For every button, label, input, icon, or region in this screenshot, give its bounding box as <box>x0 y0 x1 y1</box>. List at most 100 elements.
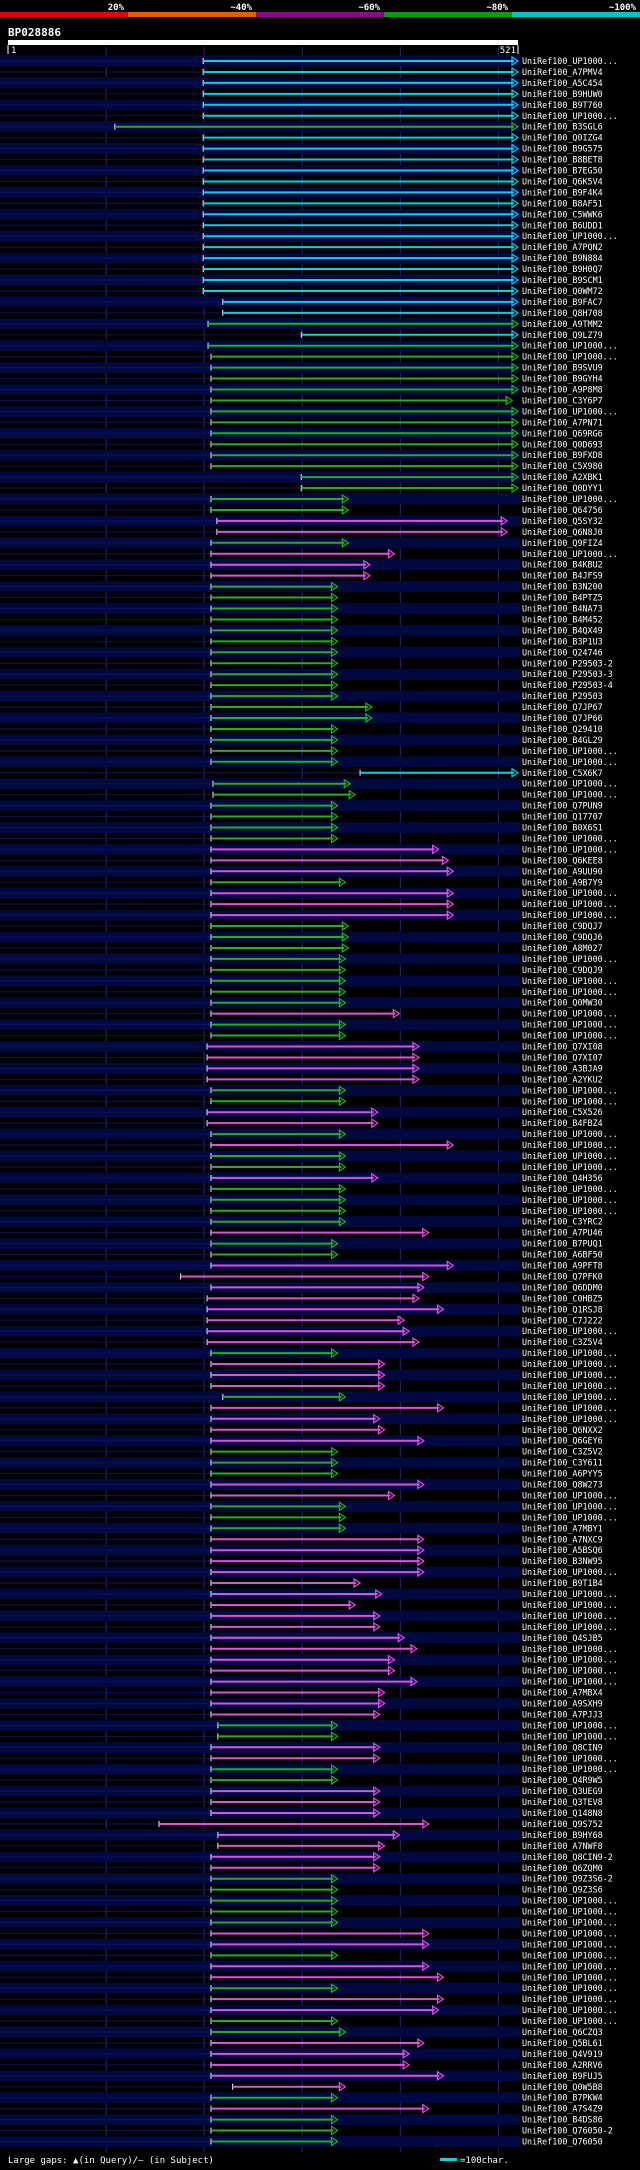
hit-label[interactable]: UniRef100_C9DQJ9 <box>522 965 603 975</box>
hit-label[interactable]: UniRef100_B7EG50 <box>522 166 603 176</box>
hit-label[interactable]: UniRef100_Q6ZQM0 <box>522 1863 603 1873</box>
hit-label[interactable]: UniRef100_C5WWK6 <box>522 209 603 219</box>
hit-label[interactable]: UniRef100_Q4V919 <box>522 2049 603 2059</box>
hit-label[interactable]: UniRef100_UP1000... <box>522 844 618 854</box>
hit-label[interactable]: UniRef100_UP1000... <box>522 406 618 416</box>
hit-label[interactable]: UniRef100_UP1000... <box>522 1972 618 1982</box>
hit-label[interactable]: UniRef100_UP1000... <box>522 1611 618 1621</box>
hit-label[interactable]: UniRef100_UP1000... <box>522 1512 618 1522</box>
hit-label[interactable]: UniRef100_UP1000... <box>522 987 618 997</box>
hit-label[interactable]: UniRef100_UP1000... <box>522 888 618 898</box>
hit-label[interactable]: UniRef100_Q6CZQ3 <box>522 2027 603 2037</box>
hit-label[interactable]: UniRef100_UP1000... <box>522 1370 618 1380</box>
hit-label[interactable]: UniRef100_UP1000... <box>522 1764 618 1774</box>
hit-label[interactable]: UniRef100_A8M027 <box>522 943 603 953</box>
hit-label[interactable]: UniRef100_Q6GEY6 <box>522 1436 603 1446</box>
hit-label[interactable]: UniRef100_B4JFS9 <box>522 571 603 581</box>
hit-label[interactable]: UniRef100_Q8W273 <box>522 1480 603 1490</box>
hit-label[interactable]: UniRef100_UP1000... <box>522 549 618 559</box>
hit-label[interactable]: UniRef100_Q9LZ79 <box>522 330 603 340</box>
hit-label[interactable]: UniRef100_Q6DDM0 <box>522 1282 603 1292</box>
hit-label[interactable]: UniRef100_B9HY68 <box>522 1830 603 1840</box>
hit-label[interactable]: UniRef100_UP1000... <box>522 833 618 843</box>
hit-label[interactable]: UniRef100_Q29410 <box>522 724 603 734</box>
hit-label[interactable]: UniRef100_Q4R9W5 <box>522 1775 603 1785</box>
hit-label[interactable]: UniRef100_UP1000... <box>522 1414 618 1424</box>
hit-label[interactable]: UniRef100_UP1000... <box>522 341 618 351</box>
hit-label[interactable]: UniRef100_B9F4K4 <box>522 187 603 197</box>
hit-label[interactable]: UniRef100_UP1000... <box>522 2005 618 2015</box>
hit-label[interactable]: UniRef100_Q76050 <box>522 2137 603 2147</box>
hit-label[interactable]: UniRef100_UP1000... <box>522 1589 618 1599</box>
hit-label[interactable]: UniRef100_C3Y611 <box>522 1458 603 1468</box>
hit-label[interactable]: UniRef100_B4M452 <box>522 614 603 624</box>
hit-label[interactable]: UniRef100_Q3TEV8 <box>522 1797 603 1807</box>
hit-label[interactable]: UniRef100_UP1000... <box>522 1359 618 1369</box>
hit-label[interactable]: UniRef100_Q24746 <box>522 647 603 657</box>
hit-label[interactable]: UniRef100_UP1000... <box>522 1381 618 1391</box>
hit-label[interactable]: UniRef100_A5BSQ6 <box>522 1545 603 1555</box>
hit-label[interactable]: UniRef100_Q6NXX2 <box>522 1425 603 1435</box>
hit-label[interactable]: UniRef100_UP1000... <box>522 1677 618 1687</box>
hit-label[interactable]: UniRef100_A9P8M8 <box>522 385 603 395</box>
hit-label[interactable]: UniRef100_UP1000... <box>522 1600 618 1610</box>
hit-label[interactable]: UniRef100_Q7PFK0 <box>522 1271 603 1281</box>
hit-label[interactable]: UniRef100_UP1000... <box>522 746 618 756</box>
hit-label[interactable]: UniRef100_Q0WM72 <box>522 286 603 296</box>
hit-label[interactable]: UniRef100_P29503 <box>522 691 603 701</box>
hit-label[interactable]: UniRef100_Q4H356 <box>522 1173 603 1183</box>
hit-label[interactable]: UniRef100_A7PJJ3 <box>522 1709 603 1719</box>
hit-label[interactable]: UniRef100_Q7PUN9 <box>522 801 603 811</box>
hit-label[interactable]: UniRef100_A3BJA9 <box>522 1063 603 1073</box>
hit-label[interactable]: UniRef100_UP1000... <box>522 1403 618 1413</box>
hit-label[interactable]: UniRef100_Q6N8J0 <box>522 527 603 537</box>
hit-label[interactable]: UniRef100_Q7XI08 <box>522 1042 603 1052</box>
hit-label[interactable]: UniRef100_B8BET8 <box>522 155 603 165</box>
hit-label[interactable]: UniRef100_C3YRC2 <box>522 1217 603 1227</box>
hit-label[interactable]: UniRef100_Q7XI07 <box>522 1052 603 1062</box>
hit-label[interactable]: UniRef100_Q0IZG4 <box>522 133 603 143</box>
hit-label[interactable]: UniRef100_A7S4Z9 <box>522 2104 603 2114</box>
hit-label[interactable]: UniRef100_A9SXH9 <box>522 1699 603 1709</box>
hit-label[interactable]: UniRef100_UP1000... <box>522 757 618 767</box>
hit-label[interactable]: UniRef100_B9T1B4 <box>522 1578 603 1588</box>
hit-label[interactable]: UniRef100_UP1000... <box>522 1939 618 1949</box>
hit-label[interactable]: UniRef100_UP1000... <box>522 1731 618 1741</box>
hit-label[interactable]: UniRef100_UP1000... <box>522 1896 618 1906</box>
hit-label[interactable]: UniRef100_UP1000... <box>522 1129 618 1139</box>
hit-label[interactable]: UniRef100_UP1000... <box>522 1983 618 1993</box>
hit-label[interactable]: UniRef100_A7NXC9 <box>522 1534 603 1544</box>
hit-label[interactable]: UniRef100_UP1000... <box>522 1994 618 2004</box>
hit-label[interactable]: UniRef100_UP1000... <box>522 2016 618 2026</box>
hit-label[interactable]: UniRef100_Q9S752 <box>522 1819 603 1829</box>
hit-label[interactable]: UniRef100_UP1000... <box>522 1085 618 1095</box>
hit-label[interactable]: UniRef100_B9GYH4 <box>522 374 603 384</box>
hit-label[interactable]: UniRef100_Q0MW30 <box>522 998 603 1008</box>
hit-label[interactable]: UniRef100_Q0D693 <box>522 439 603 449</box>
hit-label[interactable]: UniRef100_UP1000... <box>522 899 618 909</box>
hit-label[interactable]: UniRef100_Q0DYY1 <box>522 483 603 493</box>
hit-label[interactable]: UniRef100_B9FUJ5 <box>522 2071 603 2081</box>
hit-label[interactable]: UniRef100_UP1000... <box>522 1907 618 1917</box>
hit-label[interactable]: UniRef100_UP1000... <box>522 1031 618 1041</box>
hit-label[interactable]: UniRef100_C5X980 <box>522 461 603 471</box>
hit-label[interactable]: UniRef100_B4NA73 <box>522 604 603 614</box>
hit-label[interactable]: UniRef100_B3NW95 <box>522 1556 603 1566</box>
hit-label[interactable]: UniRef100_B7PKW4 <box>522 2093 603 2103</box>
hit-label[interactable]: UniRef100_C9DQJ6 <box>522 932 603 942</box>
hit-label[interactable]: UniRef100_A2YKU2 <box>522 1074 603 1084</box>
hit-label[interactable]: UniRef100_A7MBX4 <box>522 1688 603 1698</box>
hit-label[interactable]: UniRef100_A9TMM2 <box>522 319 603 329</box>
hit-label[interactable]: UniRef100_UP1000... <box>522 56 618 66</box>
hit-label[interactable]: UniRef100_Q7JP67 <box>522 702 603 712</box>
hit-label[interactable]: UniRef100_Q3UEG9 <box>522 1786 603 1796</box>
hit-label[interactable]: UniRef100_A7NWF8 <box>522 1841 603 1851</box>
hit-label[interactable]: UniRef100_Q64756 <box>522 505 603 515</box>
hit-label[interactable]: UniRef100_UP1000... <box>522 1162 618 1172</box>
hit-label[interactable]: UniRef100_B0X6S1 <box>522 823 603 833</box>
hit-label[interactable]: UniRef100_A9UU90 <box>522 866 603 876</box>
hit-label[interactable]: UniRef100_A5C454 <box>522 78 603 88</box>
hit-label[interactable]: UniRef100_Q6KEE8 <box>522 855 603 865</box>
hit-label[interactable]: UniRef100_UP1000... <box>522 976 618 986</box>
hit-label[interactable]: UniRef100_Q8CIN9 <box>522 1742 603 1752</box>
